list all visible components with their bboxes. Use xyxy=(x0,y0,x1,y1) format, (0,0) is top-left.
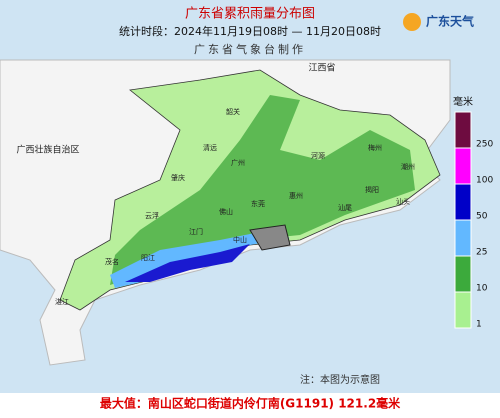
legend-label: 100 xyxy=(476,176,493,186)
logo-icon xyxy=(403,13,421,31)
maximum: 最大值：南山区蛇口街道内伶仃南(G1191) 121.2毫米 xyxy=(100,396,401,411)
place-label: 揭阳 xyxy=(365,185,379,194)
place-label: 汕头 xyxy=(396,197,410,206)
legend-swatch xyxy=(454,183,472,221)
note: 注：本图为示意图 xyxy=(300,373,380,386)
place-label: 梅州 xyxy=(368,143,382,152)
legend-swatch xyxy=(454,291,472,329)
place-label: 清远 xyxy=(203,143,217,152)
period: 统计时段：2024年11月19日08时 — 11月20日08时 xyxy=(119,24,381,38)
place-label: 江西省 xyxy=(308,62,335,74)
legend-label: 250 xyxy=(476,140,493,150)
pearl-delta-cities xyxy=(249,224,291,251)
place-label: 茂名 xyxy=(105,257,119,266)
title: 广东省累积雨量分布图 xyxy=(185,7,315,22)
place-label: 佛山 xyxy=(219,207,233,216)
footer-bar xyxy=(0,393,500,414)
legend-swatch xyxy=(454,147,472,185)
rain-50 xyxy=(125,244,250,282)
legend-swatch xyxy=(454,111,472,149)
legend-swatch xyxy=(454,219,472,257)
legend-label: 50 xyxy=(476,212,488,222)
place-label: 肇庆 xyxy=(171,173,185,182)
legend-unit: 毫米 xyxy=(453,95,473,108)
place-label: 江门 xyxy=(189,227,203,236)
legend-label: 1 xyxy=(476,320,482,330)
place-label: 惠州 xyxy=(289,191,303,200)
place-label: 潮州 xyxy=(401,162,415,171)
place-label: 广州 xyxy=(231,158,245,167)
place-label: 云浮 xyxy=(145,211,159,220)
place-label: 韶关 xyxy=(226,107,240,116)
legend-swatch xyxy=(454,255,472,293)
place-label: 中山 xyxy=(233,235,247,244)
place-label: 汕尾 xyxy=(338,203,352,212)
place-label: 广西壮族自治区 xyxy=(16,144,79,156)
producer: 广东省气象台制作 xyxy=(194,42,306,56)
logo-text: 广东天气 xyxy=(426,14,474,29)
place-label: 湛江 xyxy=(55,298,69,306)
place-label: 东莞 xyxy=(251,199,265,208)
place-label: 阳江 xyxy=(141,253,155,262)
place-label: 河源 xyxy=(311,151,325,160)
rain-10 xyxy=(110,95,415,285)
legend-label: 25 xyxy=(476,248,487,258)
legend-label: 10 xyxy=(476,284,488,294)
